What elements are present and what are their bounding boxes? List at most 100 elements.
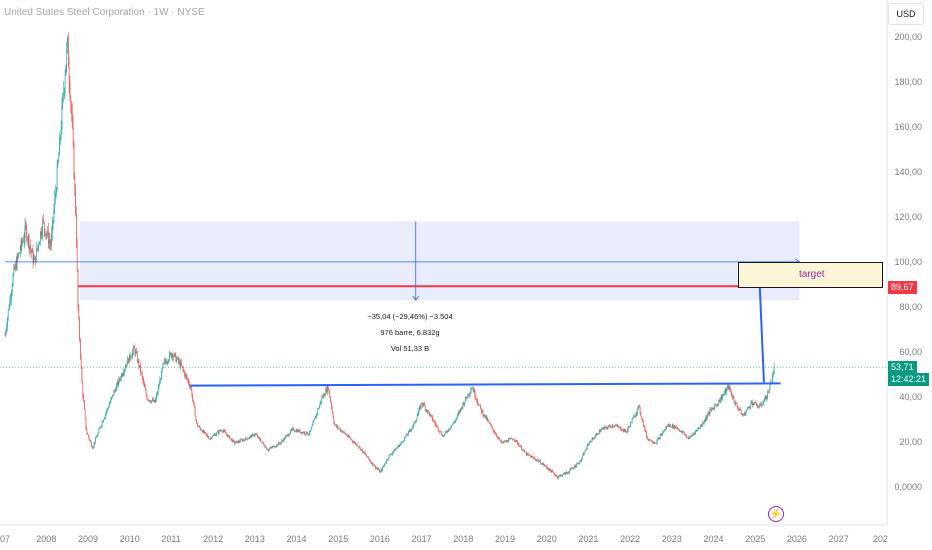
candle-body xyxy=(663,432,664,433)
candle-body xyxy=(277,444,279,446)
candle-body xyxy=(323,394,324,398)
candle-body xyxy=(501,440,502,443)
candle-body xyxy=(676,427,678,429)
candle-body xyxy=(92,446,93,449)
candle-body xyxy=(756,402,757,406)
candle-body xyxy=(680,431,682,432)
candle-body xyxy=(24,225,26,239)
candle-body xyxy=(528,454,530,456)
candle-body xyxy=(288,435,290,436)
chart-title: United States Steel Corporation · 1W · N… xyxy=(4,7,205,18)
candle-body xyxy=(242,439,244,442)
candle-body xyxy=(301,432,303,434)
candle-body xyxy=(396,447,398,449)
x-tick-label: 2023 xyxy=(661,534,682,544)
lightning-icon[interactable]: ⚡ xyxy=(768,506,784,522)
candle-body xyxy=(520,446,521,447)
candle-body xyxy=(45,234,47,236)
candle-body xyxy=(92,446,94,449)
candle-body xyxy=(749,406,751,408)
candle-body xyxy=(227,435,229,437)
candle-body xyxy=(87,433,88,435)
candle-body xyxy=(184,371,185,377)
candle-body xyxy=(140,372,142,373)
candle-body xyxy=(131,356,133,358)
candle-body xyxy=(146,395,148,400)
candle-body xyxy=(231,439,233,442)
candle-body xyxy=(525,452,527,456)
candle-body xyxy=(546,466,548,469)
candle-body xyxy=(235,441,237,443)
candle-body xyxy=(407,434,408,436)
candle-body xyxy=(400,442,402,444)
candle-body xyxy=(355,444,357,445)
candle-body xyxy=(448,428,449,432)
candle-body xyxy=(648,439,650,441)
target-box[interactable]: target xyxy=(738,262,883,288)
candle-body xyxy=(217,431,219,434)
candle-body xyxy=(634,415,636,418)
candle-body xyxy=(690,436,691,437)
candle-body xyxy=(77,269,79,308)
candle-body xyxy=(128,354,130,363)
y-tick-label: 40,00 xyxy=(899,392,922,402)
candle-body xyxy=(337,426,339,429)
candle-body xyxy=(125,364,127,368)
candle-body xyxy=(193,402,195,408)
candle-body xyxy=(716,404,718,406)
candle-body xyxy=(215,434,217,436)
candle-body xyxy=(278,442,279,446)
candle-body xyxy=(391,454,392,456)
candle-body xyxy=(723,392,725,395)
candle-body xyxy=(72,114,73,125)
candle-body xyxy=(409,430,411,431)
candle-body xyxy=(276,444,278,447)
candle-body xyxy=(283,438,285,442)
candle-body xyxy=(523,449,525,451)
candle-body xyxy=(47,230,48,235)
candle-body xyxy=(262,442,263,443)
candle-body xyxy=(428,410,429,413)
candle-body xyxy=(61,104,63,130)
y-tick-label: 0,0000 xyxy=(894,482,922,492)
candle-body xyxy=(488,420,489,422)
candle-body xyxy=(250,435,252,438)
candle-body xyxy=(347,435,349,437)
currency-button[interactable]: USD xyxy=(888,3,924,25)
candle-body xyxy=(731,395,733,398)
x-tick-label: 2024 xyxy=(703,534,724,544)
candle-body xyxy=(239,441,241,443)
support-line xyxy=(190,382,781,387)
candle-body xyxy=(561,474,562,477)
candle-body xyxy=(233,439,234,442)
candle-body xyxy=(344,432,346,435)
candle-body xyxy=(185,374,186,377)
candle-body xyxy=(627,427,629,430)
candle-body xyxy=(674,424,675,429)
candle-body xyxy=(480,408,482,413)
candle-body xyxy=(209,437,211,439)
candle-body xyxy=(238,440,240,442)
candle-body xyxy=(504,441,505,443)
candle-body xyxy=(51,233,52,246)
candle-body xyxy=(154,400,156,403)
candle-body xyxy=(385,462,387,464)
candle-body xyxy=(715,405,717,406)
candle-body xyxy=(134,347,136,354)
candle-body xyxy=(192,396,193,400)
candle-body xyxy=(219,430,221,432)
candle-body xyxy=(611,425,613,428)
candle-body xyxy=(89,439,91,441)
candle-body xyxy=(144,387,146,391)
candle-body xyxy=(404,437,405,441)
candle-body xyxy=(607,427,609,429)
candle-body xyxy=(404,437,406,438)
candle-body xyxy=(364,453,366,455)
candle-body xyxy=(644,425,646,431)
measure-volume-label: Vol 51,33 B xyxy=(390,344,430,353)
measure-bars-label: 976 barre, 6.832g xyxy=(380,328,440,337)
candle-body xyxy=(679,430,681,432)
candle-body xyxy=(765,395,767,400)
candle-body xyxy=(755,402,756,403)
